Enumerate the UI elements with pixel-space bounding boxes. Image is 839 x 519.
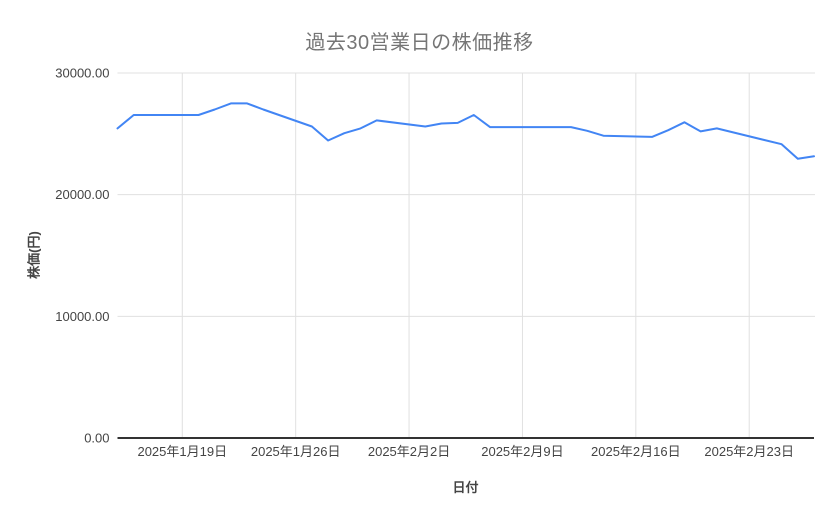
price-line-series (116, 102, 815, 160)
y-tick-label: 30000.00 (55, 66, 109, 81)
x-tick-label: 2025年2月23日 (704, 444, 794, 459)
chart-title: 過去30営業日の株価推移 (305, 32, 534, 54)
x-tick-label: 2025年2月2日 (368, 444, 450, 459)
x-axis-title: 日付 (452, 480, 479, 495)
y-tick-label: 10000.00 (55, 309, 109, 324)
x-tick-label: 2025年1月26日 (251, 444, 341, 459)
x-tick-label: 2025年2月16日 (591, 444, 681, 459)
x-tick-label: 2025年1月19日 (137, 444, 227, 459)
x-tick-label: 2025年2月9日 (481, 444, 563, 459)
y-tick-label: 0.00 (84, 431, 109, 446)
y-tick-label: 20000.00 (55, 187, 109, 202)
